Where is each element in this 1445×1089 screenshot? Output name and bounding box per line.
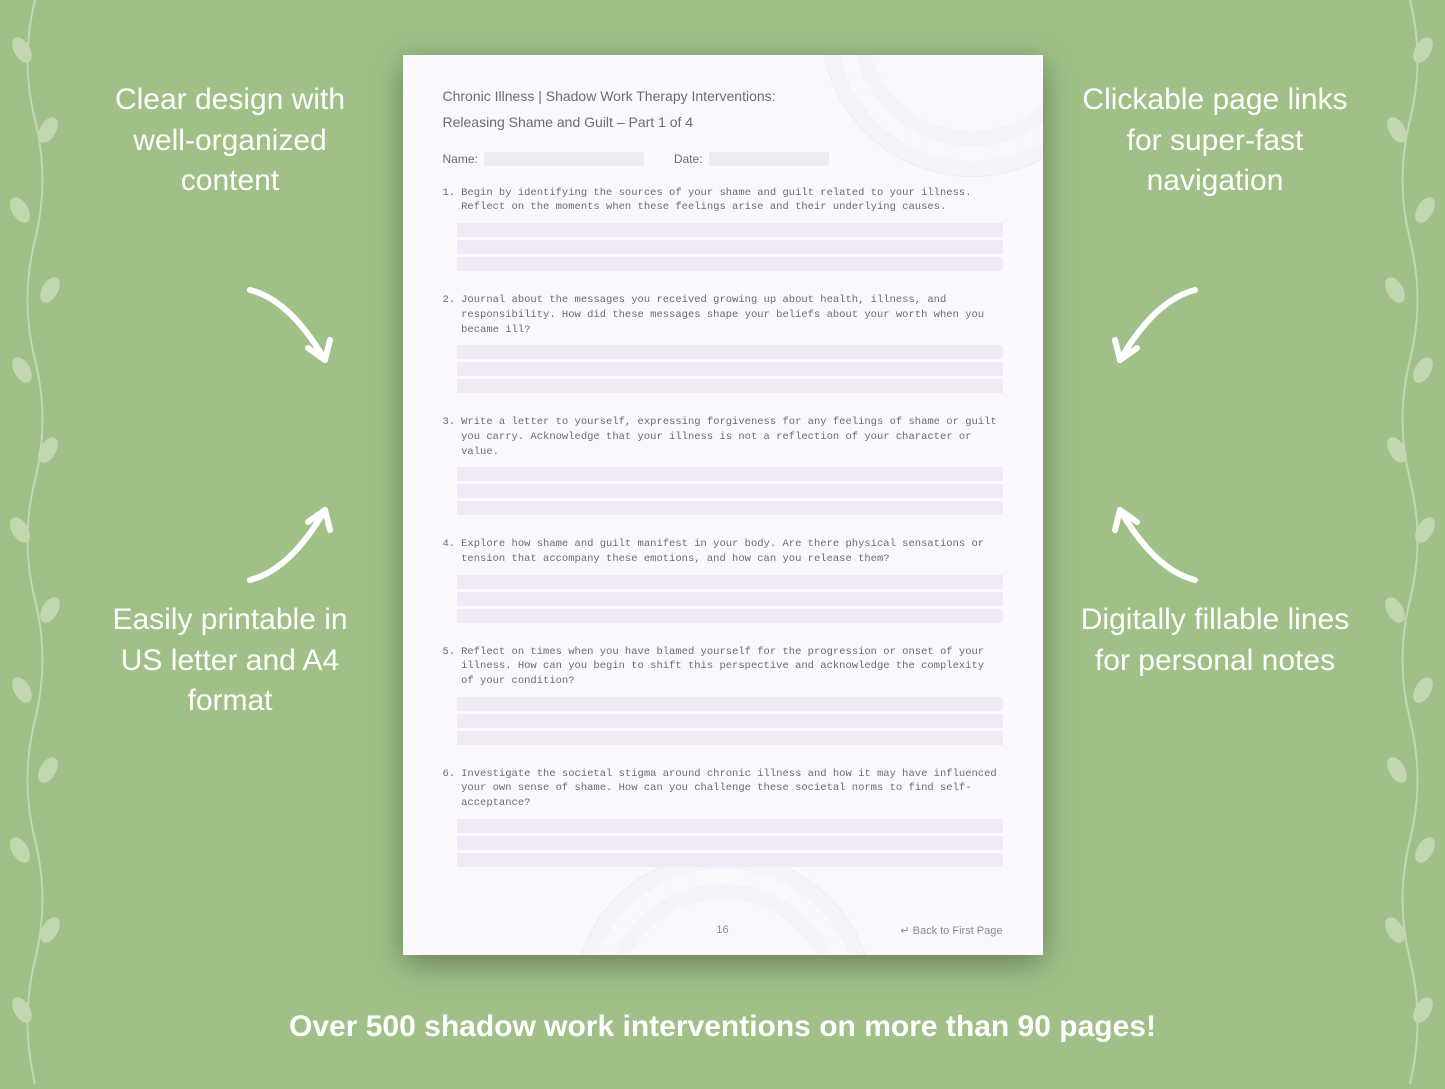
prompt-item: 5. Reflect on times when you have blamed…	[443, 645, 1003, 745]
fillable-lines[interactable]	[457, 697, 1003, 745]
fillable-lines[interactable]	[457, 575, 1003, 623]
prompt-body: Write a letter to yourself, expressing f…	[461, 415, 1002, 459]
worksheet-page: Chronic Illness | Shadow Work Therapy In…	[403, 55, 1043, 955]
callout-bottom-right: Digitally fillable lines for personal no…	[1075, 600, 1355, 681]
prompts-list: 1. Begin by identifying the sources of y…	[443, 186, 1003, 867]
date-input[interactable]	[709, 152, 829, 166]
callout-top-right: Clickable page links for super-fast navi…	[1075, 80, 1355, 202]
callout-top-left: Clear design with well-organized content	[90, 80, 370, 202]
arrow-icon	[1095, 270, 1215, 390]
callout-bottom-left: Easily printable in US letter and A4 for…	[90, 600, 370, 722]
prompt-number: 4.	[443, 537, 456, 566]
prompt-number: 2.	[443, 293, 456, 337]
back-to-first-link[interactable]: ↵ Back to First Page	[900, 924, 1002, 937]
prompt-number: 6.	[443, 767, 456, 811]
page-number: 16	[716, 924, 728, 936]
fillable-lines[interactable]	[457, 467, 1003, 515]
prompt-body: Journal about the messages you received …	[461, 293, 1002, 337]
prompt-number: 5.	[443, 645, 456, 689]
prompt-item: 6. Investigate the societal stigma aroun…	[443, 767, 1003, 867]
prompt-item: 4. Explore how shame and guilt manifest …	[443, 537, 1003, 622]
fillable-lines[interactable]	[457, 223, 1003, 271]
prompt-body: Reflect on times when you have blamed yo…	[461, 645, 1002, 689]
fillable-lines[interactable]	[457, 345, 1003, 393]
vine-decoration-right	[1375, 0, 1445, 1084]
date-label: Date:	[674, 152, 703, 166]
prompt-number: 1.	[443, 186, 456, 215]
prompt-body: Begin by identifying the sources of your…	[461, 186, 1002, 215]
fillable-lines[interactable]	[457, 819, 1003, 867]
name-input[interactable]	[484, 152, 644, 166]
header-line-2: Releasing Shame and Guilt – Part 1 of 4	[443, 111, 1003, 133]
arrow-icon	[230, 480, 350, 600]
prompt-number: 3.	[443, 415, 456, 459]
page-header: Chronic Illness | Shadow Work Therapy In…	[443, 85, 1003, 134]
name-date-row: Name: Date:	[443, 152, 1003, 166]
bottom-banner: Over 500 shadow work interventions on mo…	[0, 1010, 1445, 1044]
prompt-body: Explore how shame and guilt manifest in …	[461, 537, 1002, 566]
vine-decoration-left	[0, 0, 70, 1084]
prompt-item: 1. Begin by identifying the sources of y…	[443, 186, 1003, 271]
header-line-1: Chronic Illness | Shadow Work Therapy In…	[443, 85, 1003, 107]
arrow-icon	[1095, 480, 1215, 600]
prompt-item: 2. Journal about the messages you receiv…	[443, 293, 1003, 393]
date-field: Date:	[674, 152, 829, 166]
name-label: Name:	[443, 152, 478, 166]
name-field: Name:	[443, 152, 644, 166]
prompt-item: 3. Write a letter to yourself, expressin…	[443, 415, 1003, 515]
page-footer: 16 ↵ Back to First Page	[443, 924, 1003, 937]
arrow-icon	[230, 270, 350, 390]
prompt-body: Investigate the societal stigma around c…	[461, 767, 1002, 811]
